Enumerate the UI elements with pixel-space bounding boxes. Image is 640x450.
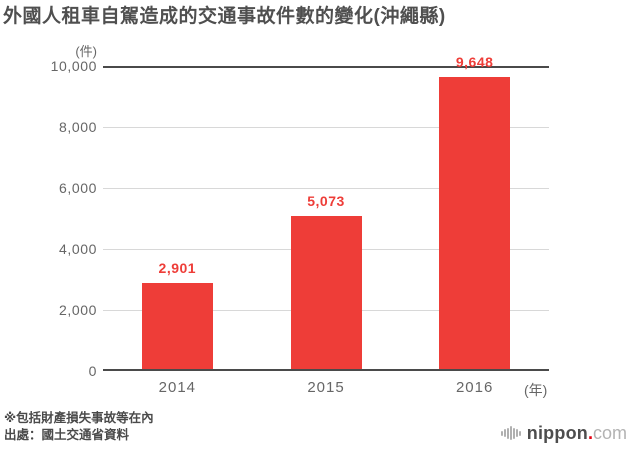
logo-dot: .	[587, 423, 593, 443]
gridline-10,000	[103, 66, 549, 68]
y-tick-label-8,000: 8,000	[58, 119, 97, 135]
gridline-8,000	[103, 126, 549, 128]
bar-2014	[141, 282, 213, 371]
y-tick-label-6,000: 6,000	[58, 180, 97, 196]
bar-value-label-2016: 9,648	[455, 53, 494, 70]
y-axis-unit-label: (件)	[75, 44, 97, 59]
x-axis-unit-label: (年)	[524, 382, 548, 398]
x-tick-label-2016: 2016	[455, 379, 494, 396]
footnote-source: 出處：國土交通省資料	[4, 428, 130, 442]
footnotes: ※包括財產損失事故等在內 出處：國土交通省資料	[4, 410, 154, 444]
logo-word-nippon: nippon	[526, 423, 588, 443]
y-tick-label-2,000: 2,000	[58, 302, 97, 318]
gridline-6,000	[103, 187, 549, 189]
footnote-note: ※包括財產損失事故等在內	[4, 411, 154, 425]
y-tick-label-4,000: 4,000	[58, 241, 97, 257]
nippon-logo: nippon.com	[500, 423, 627, 443]
gridline-0	[103, 369, 549, 371]
y-tick-label-10,000: 10,000	[50, 58, 97, 74]
bar-2016	[439, 76, 511, 371]
bar-2015	[290, 216, 362, 371]
x-tick-label-2014: 2014	[158, 379, 197, 396]
plot-area: 2,901 5,073 9,648	[103, 54, 549, 371]
y-tick-label-0: 0	[88, 363, 97, 379]
nippon-logo-mark-icon	[500, 426, 521, 440]
logo-word-com: com	[592, 423, 627, 443]
bar-value-label-2014: 2,901	[158, 259, 197, 276]
chart-title: 外國人租車自駕造成的交通事故件數的變化(沖繩縣)	[3, 6, 446, 27]
nippon-logo-text: nippon.com	[527, 423, 627, 443]
bar-value-label-2015: 5,073	[307, 193, 345, 210]
x-tick-label-2015: 2015	[307, 379, 345, 396]
